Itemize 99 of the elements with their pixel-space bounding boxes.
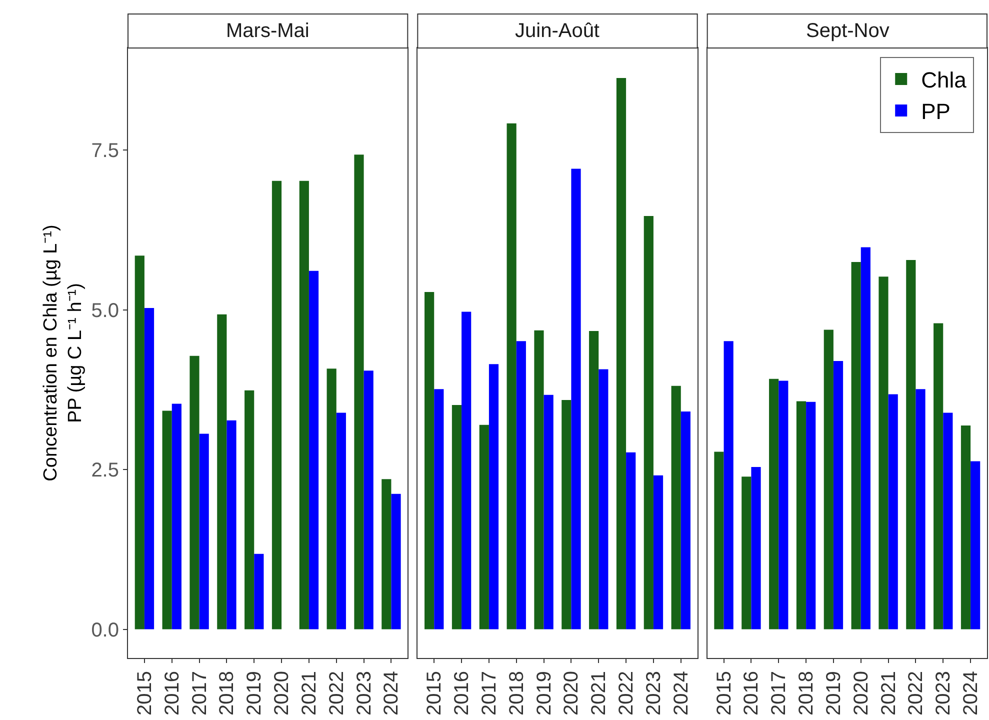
bar	[382, 479, 392, 630]
bar	[943, 412, 953, 630]
bar	[562, 400, 572, 630]
x-tick-label: 2023	[353, 671, 376, 716]
x-tick-label: 2020	[850, 671, 872, 716]
bar	[199, 434, 209, 630]
bar	[653, 475, 664, 630]
x-tick-label: 2023	[642, 671, 665, 716]
bar	[272, 180, 282, 630]
x-tick-label: 2016	[451, 671, 474, 716]
x-tick-label: 2021	[298, 671, 320, 716]
x-tick-label: 2023	[932, 671, 955, 716]
x-tick-label: 2019	[244, 671, 266, 716]
bar	[244, 390, 254, 630]
bar	[226, 420, 236, 630]
y-tick-label: 7.5	[91, 140, 119, 162]
bar	[833, 360, 844, 630]
x-tick-label: 2017	[188, 671, 211, 716]
bar	[616, 78, 626, 630]
bar	[534, 330, 544, 630]
x-tick-label: 2018	[216, 671, 238, 716]
bar	[516, 341, 526, 630]
bar	[172, 404, 182, 630]
bar	[796, 401, 806, 630]
bar	[354, 154, 364, 630]
bar	[714, 452, 724, 630]
bar	[308, 270, 319, 630]
bar	[598, 369, 608, 630]
y-tick-label: 5.0	[91, 300, 119, 322]
x-tick-label: 2020	[271, 671, 294, 716]
bar	[888, 394, 898, 630]
bar	[326, 368, 336, 630]
chart-title: Juin-Août	[515, 20, 600, 42]
x-tick-label: 2015	[134, 671, 156, 716]
bar	[544, 394, 554, 630]
bar	[479, 424, 489, 630]
bar	[589, 330, 599, 630]
x-tick-label: 2016	[161, 671, 184, 716]
bar	[751, 467, 761, 630]
bar	[134, 256, 144, 630]
chart-title: Mars-Mai	[226, 20, 310, 42]
legend-label: Chla	[921, 68, 968, 93]
bar	[299, 180, 309, 630]
x-tick-label: 2020	[560, 671, 583, 716]
bar	[506, 123, 516, 630]
bar	[434, 389, 444, 630]
x-tick-label: 2019	[822, 671, 845, 716]
bar	[162, 410, 172, 630]
x-tick-label: 2024	[380, 671, 403, 716]
y-axis-title: Concentration en Chla (µg L⁻¹) PP (µg C L⁻¹ h⁻¹)	[40, 224, 86, 482]
bar	[860, 247, 870, 630]
bar	[364, 370, 374, 630]
bar	[336, 412, 346, 630]
bar	[916, 389, 926, 630]
x-tick-label: 2024	[960, 671, 982, 716]
bar	[626, 452, 636, 630]
x-tick-label: 2015	[424, 671, 446, 716]
bar	[144, 308, 154, 630]
legend-label: PP	[921, 99, 950, 124]
bar	[488, 364, 499, 630]
bar	[391, 494, 401, 630]
bar	[934, 323, 944, 630]
bar	[452, 405, 462, 630]
x-tick-label: 2021	[878, 671, 900, 716]
bar	[724, 341, 734, 630]
x-tick-label: 2017	[478, 671, 500, 716]
bar	[571, 168, 581, 630]
bar	[806, 402, 816, 630]
chart-title: Sept-Nov	[806, 20, 890, 42]
bar	[644, 216, 654, 630]
x-tick-label: 2018	[796, 671, 818, 716]
x-tick-label: 2021	[588, 671, 610, 716]
bar	[424, 292, 434, 630]
x-tick-label: 2022	[616, 671, 638, 716]
x-tick-label: 2017	[768, 671, 790, 716]
bar	[960, 426, 971, 630]
y-tick-label: 2.5	[91, 460, 119, 482]
x-tick-label: 2016	[740, 671, 763, 716]
bar	[217, 314, 227, 630]
bar	[680, 411, 690, 630]
bar	[906, 260, 916, 630]
x-tick-label: 2018	[506, 671, 528, 716]
bar	[824, 330, 834, 630]
x-tick-label: 2022	[326, 671, 348, 716]
bar	[970, 461, 980, 630]
bar	[742, 476, 752, 630]
x-tick-label: 2022	[905, 671, 928, 716]
x-tick-label: 2019	[533, 671, 556, 716]
bar	[254, 554, 264, 630]
x-tick-label: 2015	[713, 671, 736, 716]
bar	[778, 380, 788, 630]
bar	[190, 356, 200, 630]
bar	[851, 262, 861, 630]
x-tick-label: 2024	[670, 671, 692, 716]
y-tick-label: 0.0	[91, 619, 119, 642]
bar	[878, 276, 888, 630]
bar	[769, 378, 779, 630]
bar	[671, 386, 681, 630]
bar	[462, 312, 472, 630]
